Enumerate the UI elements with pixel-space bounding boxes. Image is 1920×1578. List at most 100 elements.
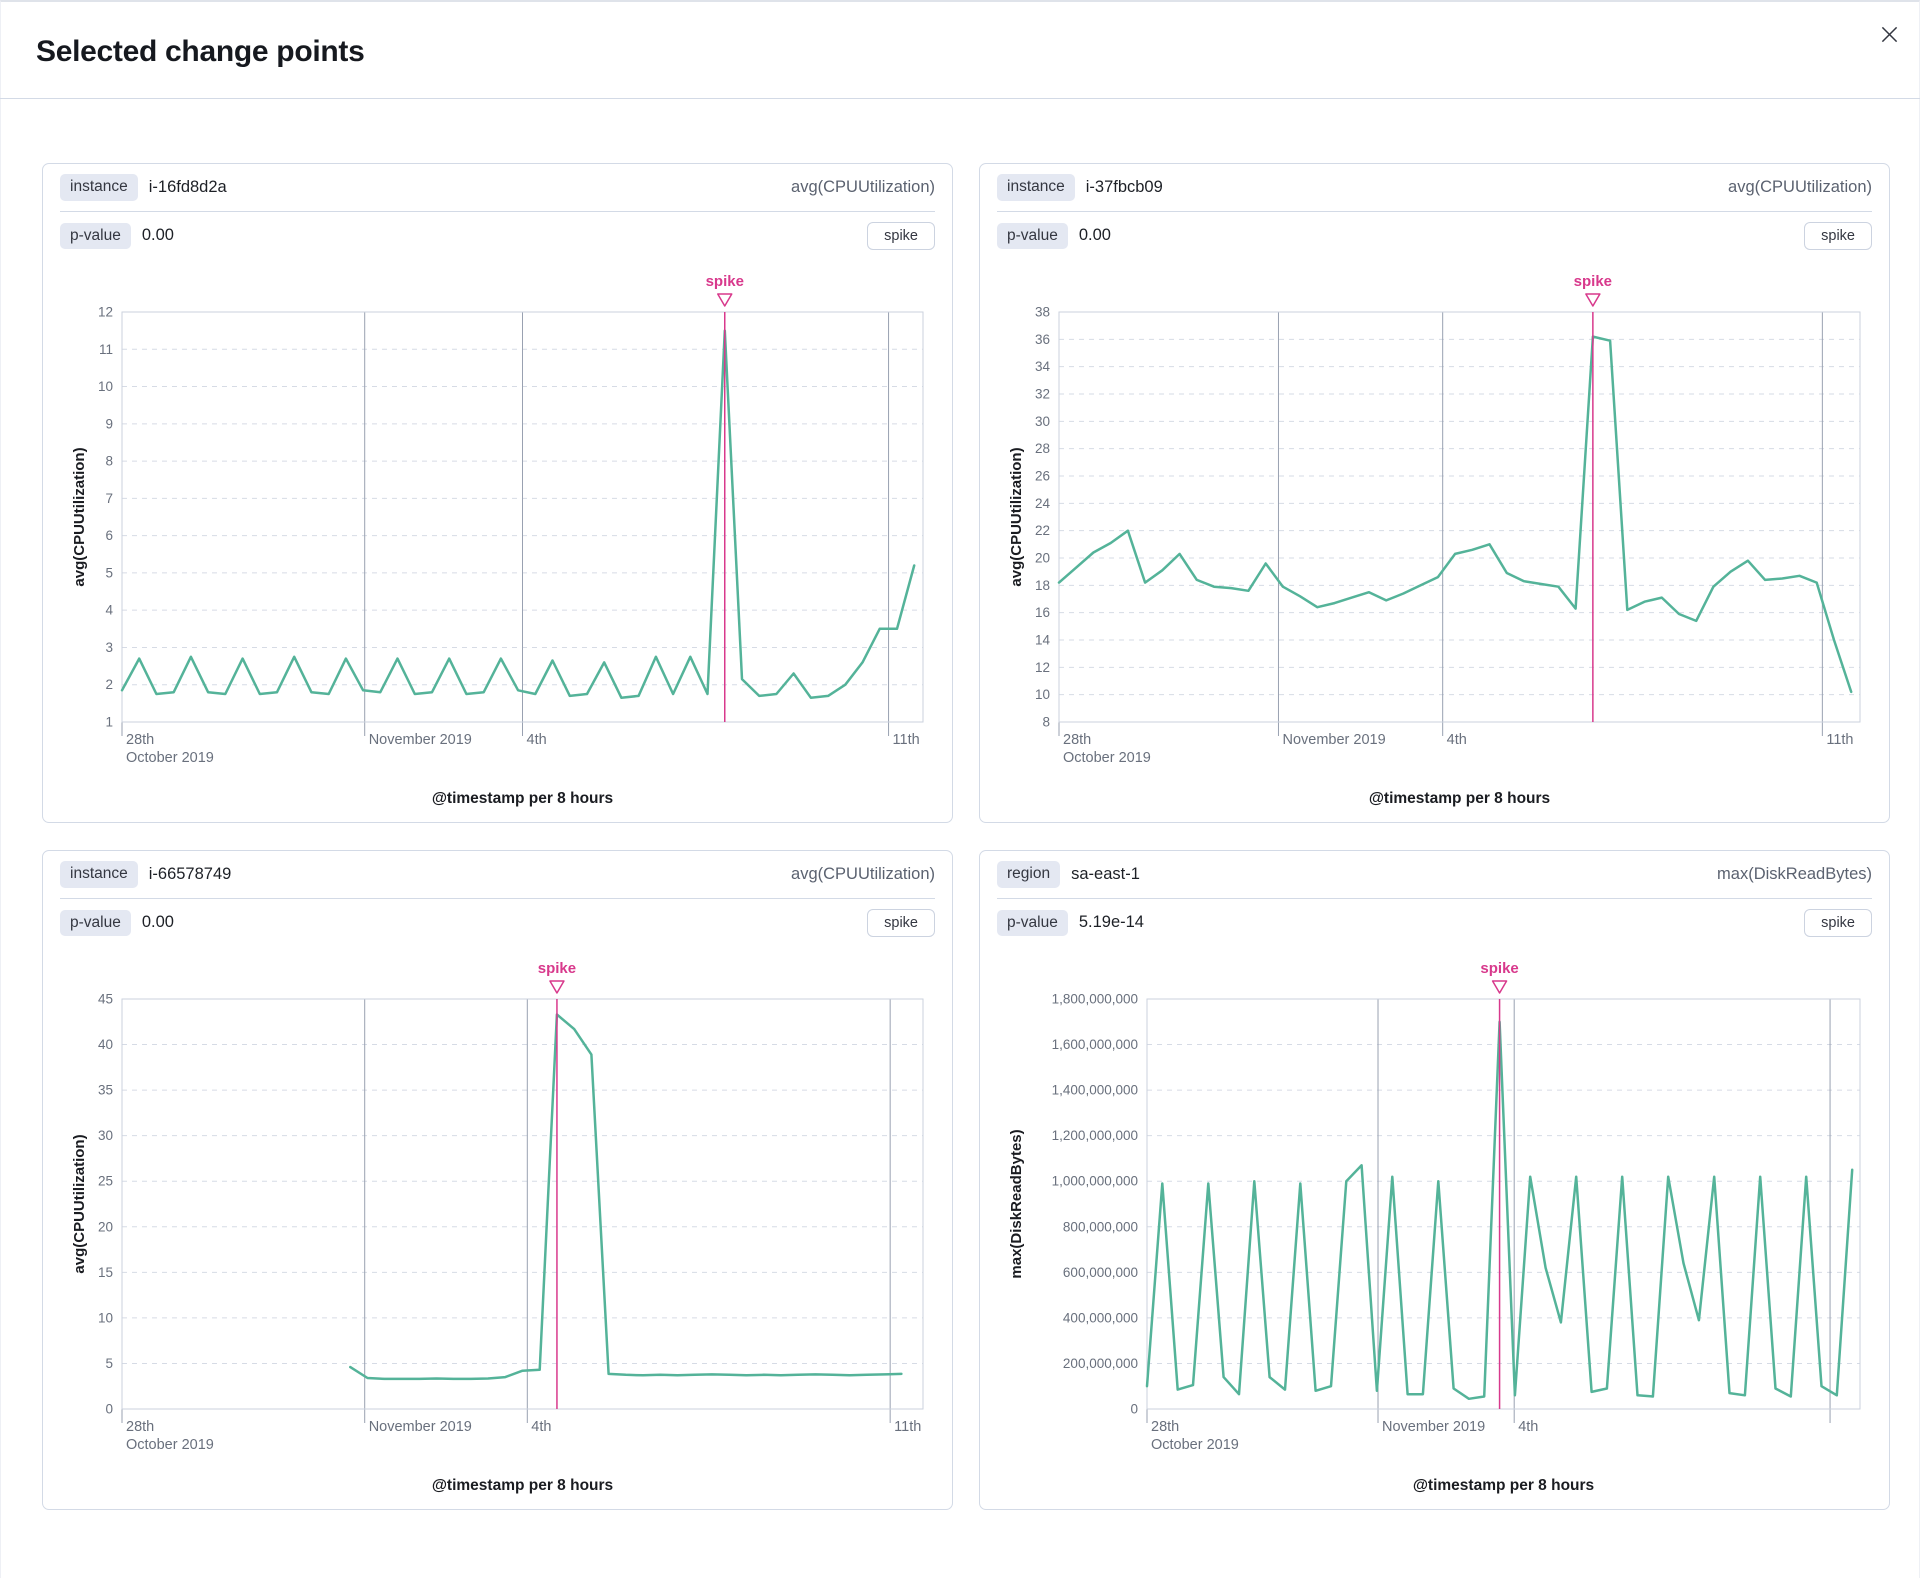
panel-stats-row: p-value 5.19e-14 spike [997, 899, 1872, 947]
change-point-chart: spike 38 36 34 32 30 28 26 24 22 20 18 16 14 12 10 8 28th… [997, 262, 1872, 810]
svg-text:@timestamp per 8 hours: @timestamp per 8 hours [432, 790, 613, 807]
change-type-button[interactable]: spike [867, 222, 935, 250]
split-field-badge: instance [60, 861, 138, 888]
p-value: 0.00 [1078, 226, 1111, 245]
svg-text:spike: spike [538, 960, 576, 977]
svg-text:400,000,000: 400,000,000 [1063, 1310, 1138, 1325]
svg-text:avg(CPUUtilization): avg(CPUUtilization) [1008, 447, 1025, 586]
svg-text:avg(CPUUtilization): avg(CPUUtilization) [71, 447, 88, 586]
svg-text:25: 25 [98, 1174, 113, 1189]
metric-label: avg(CPUUtilization) [791, 865, 935, 883]
metric-label: avg(CPUUtilization) [791, 178, 935, 196]
split-field-value: i-66578749 [148, 864, 232, 883]
svg-text:30: 30 [98, 1128, 113, 1143]
svg-text:10: 10 [98, 1310, 113, 1325]
svg-text:@timestamp per 8 hours: @timestamp per 8 hours [1369, 790, 1550, 807]
svg-text:14: 14 [1035, 633, 1051, 648]
p-value-badge: p-value [997, 909, 1068, 937]
split-field-badge: instance [997, 174, 1075, 201]
svg-text:4: 4 [105, 603, 113, 618]
svg-text:28th: 28th [126, 1419, 154, 1435]
change-point-chart: spike 1,800,000,000 1,600,000,000 1,400,000… [997, 949, 1872, 1497]
svg-text:18: 18 [1035, 578, 1050, 593]
svg-text:200,000,000: 200,000,000 [1063, 1356, 1138, 1371]
svg-text:November 2019: November 2019 [1282, 732, 1385, 748]
split-field-badge: instance [60, 174, 138, 201]
change-points-grid: instance i-16fd8d2a avg(CPUUtilization) … [0, 99, 1920, 1510]
p-value: 0.00 [141, 226, 174, 245]
svg-text:October 2019: October 2019 [1063, 750, 1151, 766]
svg-text:11th: 11th [894, 1419, 921, 1435]
change-type-button[interactable]: spike [867, 909, 935, 937]
split-field-badge: region [997, 861, 1061, 888]
svg-text:28th: 28th [126, 732, 154, 748]
p-value-badge: p-value [60, 909, 131, 937]
svg-text:28: 28 [1035, 441, 1050, 456]
change-point-chart: spike 12 11 10 9 8 7 6 5 4 3 2 1 28th October 2019 Nove… [60, 262, 935, 810]
svg-text:15: 15 [98, 1265, 113, 1280]
change-point-chart: spike 45 40 35 30 25 20 15 10 5 0 28th October 2019 N… [60, 949, 935, 1497]
svg-text:3: 3 [105, 640, 113, 655]
svg-text:@timestamp per 8 hours: @timestamp per 8 hours [432, 1477, 613, 1494]
svg-text:16: 16 [1035, 605, 1050, 620]
svg-text:2: 2 [105, 677, 113, 692]
svg-text:5: 5 [105, 1356, 113, 1371]
svg-text:@timestamp per 8 hours: @timestamp per 8 hours [1413, 1477, 1594, 1494]
svg-text:32: 32 [1035, 387, 1050, 402]
svg-text:22: 22 [1035, 523, 1050, 538]
change-type-button[interactable]: spike [1804, 909, 1872, 937]
p-value: 0.00 [141, 913, 174, 932]
svg-text:10: 10 [1035, 687, 1050, 702]
close-x-glyph [1881, 26, 1897, 43]
metric-label: max(DiskReadBytes) [1717, 865, 1872, 883]
svg-text:4th: 4th [1518, 1419, 1538, 1435]
change-type-button[interactable]: spike [1804, 222, 1872, 250]
svg-text:11: 11 [99, 342, 113, 357]
svg-text:5: 5 [105, 565, 113, 580]
svg-text:40: 40 [98, 1037, 113, 1052]
svg-text:26: 26 [1035, 469, 1050, 484]
svg-text:4th: 4th [1447, 732, 1467, 748]
panel-header-row: instance i-66578749 avg(CPUUtilization) [60, 851, 935, 899]
svg-text:7: 7 [105, 491, 113, 506]
svg-text:6: 6 [105, 528, 113, 543]
svg-text:4th: 4th [531, 1419, 551, 1435]
svg-text:November 2019: November 2019 [369, 732, 472, 748]
split-field-value: sa-east-1 [1071, 864, 1140, 883]
panel-stats-row: p-value 0.00 spike [60, 212, 935, 260]
change-point-panel-2: instance i-37fbcb09 avg(CPUUtilization) … [979, 163, 1890, 823]
svg-text:October 2019: October 2019 [126, 750, 214, 766]
svg-text:12: 12 [1035, 660, 1050, 675]
svg-text:20: 20 [1035, 551, 1050, 566]
svg-text:avg(CPUUtilization): avg(CPUUtilization) [71, 1134, 88, 1273]
split-field-value: i-37fbcb09 [1085, 177, 1163, 196]
timeseries-chart-svg: spike 12 11 10 9 8 7 6 5 4 3 2 1 28th October 2019 Nove… [71, 273, 924, 807]
svg-text:spike: spike [706, 273, 744, 290]
svg-text:20: 20 [98, 1219, 113, 1234]
svg-text:max(DiskReadBytes): max(DiskReadBytes) [1008, 1129, 1025, 1278]
svg-text:8: 8 [1042, 715, 1050, 730]
svg-text:9: 9 [105, 416, 113, 431]
svg-text:34: 34 [1035, 359, 1051, 374]
svg-text:1,800,000,000: 1,800,000,000 [1052, 992, 1138, 1007]
panel-header-row: instance i-37fbcb09 avg(CPUUtilization) [997, 164, 1872, 212]
svg-text:spike: spike [1574, 273, 1612, 290]
p-value-badge: p-value [60, 222, 131, 250]
change-point-panel-4: region sa-east-1 max(DiskReadBytes) p-va… [979, 850, 1890, 1510]
svg-text:October 2019: October 2019 [126, 1437, 214, 1453]
change-point-panel-3: instance i-66578749 avg(CPUUtilization) … [42, 850, 953, 1510]
close-icon[interactable] [1874, 20, 1904, 50]
svg-text:11th: 11th [893, 732, 920, 748]
timeseries-chart-svg: spike 45 40 35 30 25 20 15 10 5 0 28th October 2019 N… [71, 960, 924, 1494]
svg-text:1,200,000,000: 1,200,000,000 [1052, 1128, 1138, 1143]
page-title: Selected change points [36, 35, 365, 68]
svg-text:600,000,000: 600,000,000 [1063, 1265, 1138, 1280]
svg-text:12: 12 [98, 305, 113, 320]
svg-text:800,000,000: 800,000,000 [1063, 1219, 1138, 1234]
svg-text:1,600,000,000: 1,600,000,000 [1052, 1037, 1138, 1052]
svg-text:spike: spike [1480, 960, 1518, 977]
svg-text:1,000,000,000: 1,000,000,000 [1052, 1174, 1138, 1189]
panel-header-row: region sa-east-1 max(DiskReadBytes) [997, 851, 1872, 899]
svg-text:38: 38 [1035, 305, 1050, 320]
svg-text:8: 8 [105, 454, 113, 469]
